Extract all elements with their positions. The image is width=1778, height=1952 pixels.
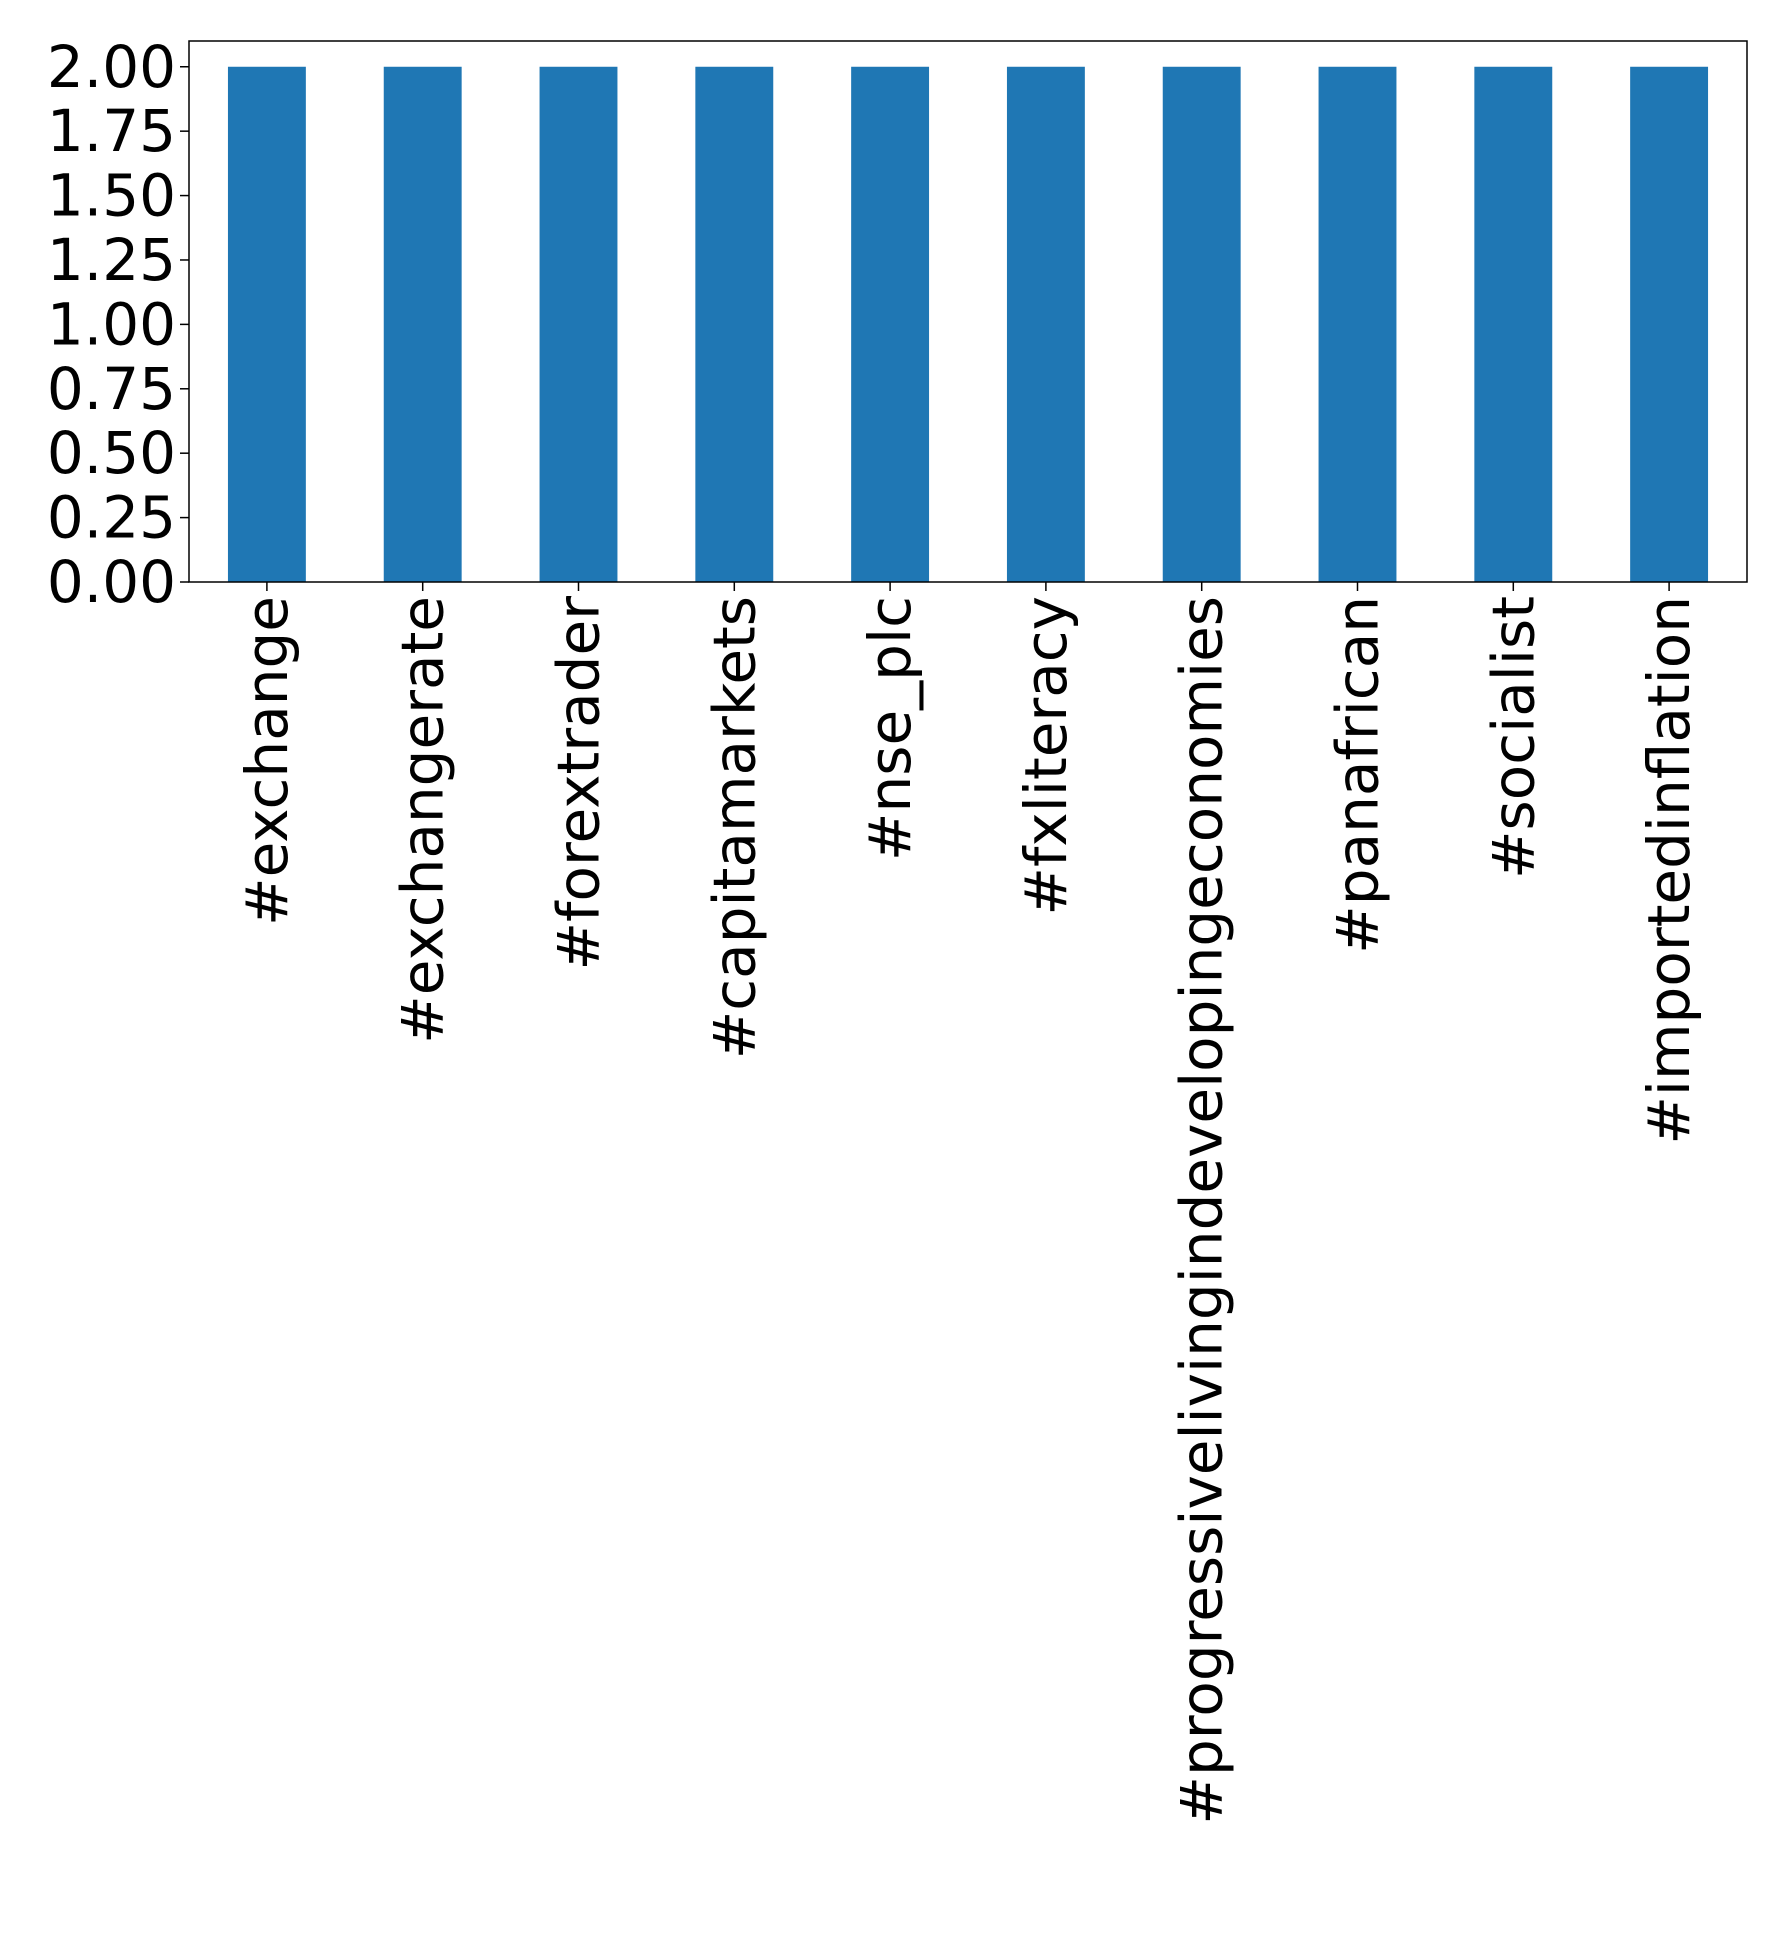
y-tick-label: 1.50 [47,162,176,230]
bars-group [227,66,1709,582]
bar-importedinflation [1630,66,1709,582]
bar-socialist [1474,66,1553,582]
bar-progressivelivingindevelopingeconomies [1162,66,1241,582]
plot-frame [188,40,1748,583]
bar-fxliteracy [1006,66,1085,582]
y-tick-label: 0.75 [47,355,176,423]
bar-panafrican [1318,66,1397,582]
y-axis: 0.000.250.500.751.001.251.501.752.00 [47,33,189,616]
y-tick-label: 1.00 [47,290,176,358]
x-tick-label: #exchange [233,596,301,926]
x-tick-label: #fxliteracy [1012,596,1080,916]
x-tick-label: #panafrican [1324,596,1392,954]
bar-capitamarkets [695,66,774,582]
bar-forextrader [539,66,618,582]
y-tick-label: 0.25 [47,484,176,552]
bar-exchangerate [383,66,462,582]
x-tick-label: #progressivelivingindevelopingeconomies [1168,596,1236,1825]
y-tick-label: 1.25 [47,226,176,294]
bar-nse-plc [851,66,930,582]
x-tick-label: #exchangerate [389,596,457,1044]
y-tick-label: 1.75 [47,97,176,165]
x-tick-label: #capitamarkets [700,596,768,1059]
x-tick-label: #nse_plc [856,596,924,861]
y-tick-label: 0.50 [47,419,176,487]
x-tick-label: #socialist [1479,596,1547,879]
x-tick-label: #importedinflation [1635,596,1703,1145]
x-axis: #exchange #exchangerate #forextrader #capit… [233,582,1703,1825]
y-tick-label: 2.00 [47,33,176,101]
y-tick-label: 0.00 [47,548,176,616]
bar-exchange [227,66,306,582]
x-tick-label: #forextrader [545,596,613,971]
